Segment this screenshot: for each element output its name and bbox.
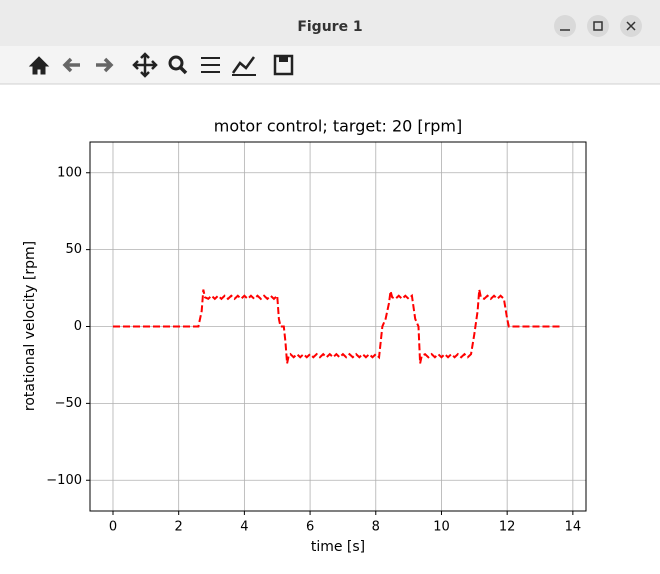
x-tick-label: 12 bbox=[499, 520, 516, 535]
y-tick-label: 100 bbox=[57, 165, 82, 180]
axes-frame bbox=[89, 141, 587, 512]
home-button[interactable] bbox=[28, 56, 50, 75]
title-bar bbox=[0, 0, 660, 46]
x-tick-label: 14 bbox=[565, 520, 582, 535]
back-button[interactable] bbox=[62, 57, 80, 73]
subplots-button[interactable] bbox=[201, 57, 220, 73]
maximize-button[interactable] bbox=[587, 15, 609, 37]
data-line bbox=[112, 289, 562, 364]
y-tick-label: −100 bbox=[46, 473, 82, 488]
maximize-icon bbox=[593, 21, 603, 31]
forward-button[interactable] bbox=[96, 57, 114, 73]
y-tick-label: 0 bbox=[74, 319, 82, 334]
x-tick-label: 4 bbox=[240, 520, 248, 535]
customize-button[interactable] bbox=[231, 56, 256, 74]
x-axis-label: time [s] bbox=[311, 539, 365, 555]
window-title: Figure 1 bbox=[297, 19, 362, 35]
x-tick-label: 6 bbox=[306, 520, 314, 535]
x-tick-label: 8 bbox=[372, 520, 380, 535]
close-icon bbox=[626, 21, 636, 31]
y-tick-label: −50 bbox=[55, 396, 82, 411]
x-tick-label: 10 bbox=[433, 520, 450, 535]
x-tick-label: 2 bbox=[175, 520, 183, 535]
pan-button[interactable] bbox=[132, 52, 158, 78]
x-tick-label: 0 bbox=[109, 520, 117, 535]
y-tick-label: 50 bbox=[65, 242, 82, 257]
y-axis-label: rotational velocity [rpm] bbox=[22, 241, 38, 411]
plot-area: 0 2 4 6 8 10 12 14 −100 −50 0 50 100 bbox=[46, 141, 587, 535]
minimize-button[interactable] bbox=[554, 15, 576, 37]
zoom-handle bbox=[178, 65, 188, 75]
chart-title: motor control; target: 20 [rpm] bbox=[214, 117, 462, 136]
zoom-button[interactable] bbox=[168, 55, 184, 71]
save-icon bbox=[279, 56, 288, 62]
